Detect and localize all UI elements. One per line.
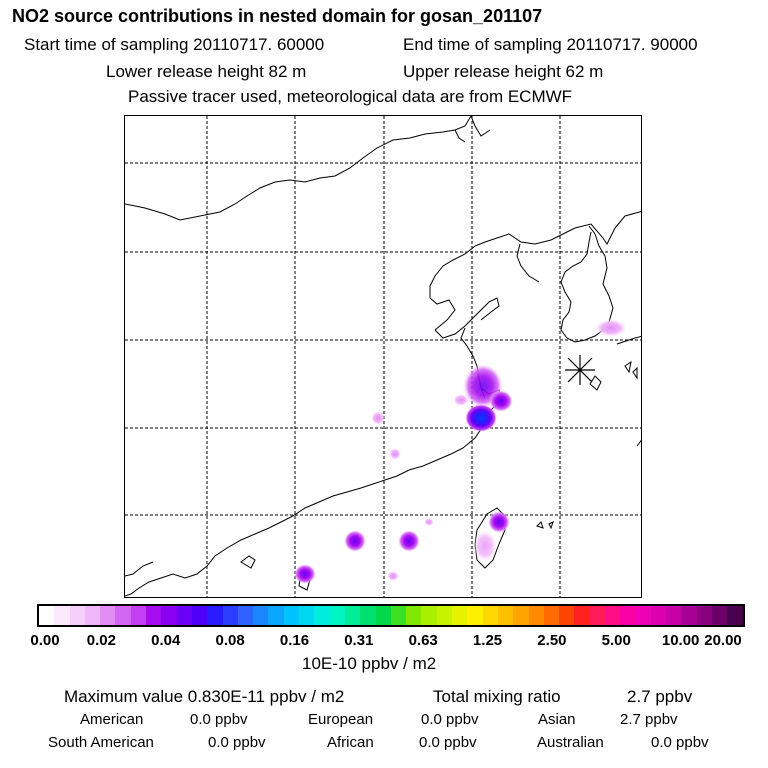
colorbar-swatch [69, 606, 85, 625]
colorbar-tick-label: 20.00 [704, 632, 742, 649]
map-grid [125, 116, 641, 597]
colorbar-swatch [146, 606, 162, 625]
map-canvas [125, 116, 641, 597]
map-panel [124, 115, 642, 598]
start-time-label: Start time of sampling 20110717. 60000 [24, 35, 325, 54]
colorbar-swatch [54, 606, 70, 625]
colorbar-swatch [467, 606, 483, 625]
region-value: 0.0 ppbv [421, 711, 479, 728]
colorbar-swatch [390, 606, 407, 625]
region-name: African [327, 734, 374, 751]
colorbar-swatch [666, 606, 682, 625]
colorbar-swatch [727, 606, 743, 625]
colorbar-swatch [237, 606, 254, 625]
colorbar-tick-label: 10.00 [661, 632, 700, 649]
region-value: 0.0 ppbv [419, 734, 477, 751]
region-value: 0.0 ppbv [208, 734, 266, 751]
region-name: American [80, 711, 144, 728]
colorbar-swatch [191, 606, 208, 625]
colorbar-swatch [513, 606, 529, 625]
region-name: Asian [538, 711, 576, 728]
colorbar-swatch [329, 606, 345, 625]
colorbar-swatch [650, 606, 667, 625]
colorbar-swatch [84, 606, 101, 625]
colorbar-swatch [176, 606, 192, 625]
colorbar-swatch [712, 606, 728, 625]
region-value: 0.0 ppbv [190, 711, 248, 728]
region-value: 0.0 ppbv [651, 734, 709, 751]
colorbar-swatch [268, 606, 284, 625]
colorbar-swatch [115, 606, 131, 625]
colorbar-unit: 10E-10 ppbv / m2 [302, 654, 437, 673]
colorbar-tick-label: 1.25 [472, 632, 503, 649]
colorbar-swatch [696, 606, 713, 625]
region-name: Australian [537, 734, 604, 751]
colorbar-swatch [620, 606, 636, 625]
colorbar-swatch [452, 606, 468, 625]
total-mixing-label: Total mixing ratio [433, 687, 561, 706]
region-name: European [308, 711, 374, 728]
colorbar-swatch [375, 606, 391, 625]
colorbar-swatch [574, 606, 590, 625]
colorbar-swatch [635, 606, 651, 625]
colorbar-swatch [421, 606, 437, 625]
region-value: 2.7 ppbv [620, 711, 678, 728]
colorbar-swatch [39, 606, 55, 625]
colorbar-swatch [589, 606, 605, 625]
colorbar-tick-label: 5.00 [601, 632, 631, 649]
colorbar-tick-label: 0.16 [279, 632, 310, 649]
colorbar-swatch [100, 606, 116, 625]
figure-title: NO2 source contributions in nested domai… [12, 6, 543, 26]
max-value-label: Maximum value 0.830E-11 ppbv / m2 [64, 687, 345, 706]
colorbar-swatch [528, 606, 544, 625]
receptor-star-icon [565, 355, 595, 385]
colorbar-swatch [222, 606, 238, 625]
colorbar-tick-label: 0.02 [86, 632, 116, 649]
colorbar-swatch [681, 606, 697, 625]
lower-release-label: Lower release height 82 m [106, 62, 307, 81]
colorbar-swatch [314, 606, 330, 625]
tracer-note: Passive tracer used, meteorological data… [128, 87, 573, 106]
upper-release-label: Upper release height 62 m [403, 62, 604, 81]
colorbar-swatch [543, 606, 560, 625]
colorbar-swatch [360, 606, 376, 625]
colorbar-swatch [161, 606, 177, 625]
colorbar-swatch [559, 606, 575, 625]
colorbar-tick-label: 0.08 [215, 632, 245, 649]
colorbar-tick-label: 0.31 [344, 632, 374, 649]
colorbar [37, 604, 745, 627]
colorbar-swatch [283, 606, 300, 625]
colorbar-swatch [253, 606, 269, 625]
region-name: South American [48, 734, 154, 751]
colorbar-tick-label: 0.04 [151, 632, 181, 649]
colorbar-tick-label: 0.00 [30, 632, 60, 649]
concentration-plumes [294, 319, 627, 584]
colorbar-swatch [344, 606, 361, 625]
colorbar-swatch [436, 606, 453, 625]
colorbar-swatch [604, 606, 621, 625]
colorbar-swatch [482, 606, 498, 625]
end-time-label: End time of sampling 20110717. 90000 [403, 35, 698, 54]
colorbar-swatch [207, 606, 223, 625]
colorbar-tick-label: 2.50 [537, 632, 567, 649]
colorbar-swatch [299, 606, 315, 625]
colorbar-tick-label: 0.63 [408, 632, 438, 649]
colorbar-swatch [497, 606, 514, 625]
colorbar-swatch [406, 606, 422, 625]
colorbar-swatch [130, 606, 147, 625]
total-mixing-value: 2.7 ppbv [627, 687, 693, 706]
